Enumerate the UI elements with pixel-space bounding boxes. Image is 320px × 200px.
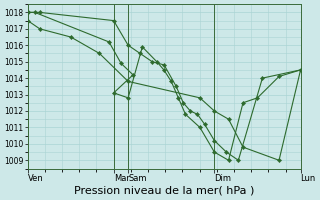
X-axis label: Pression niveau de la mer( hPa ): Pression niveau de la mer( hPa ) — [74, 186, 254, 196]
